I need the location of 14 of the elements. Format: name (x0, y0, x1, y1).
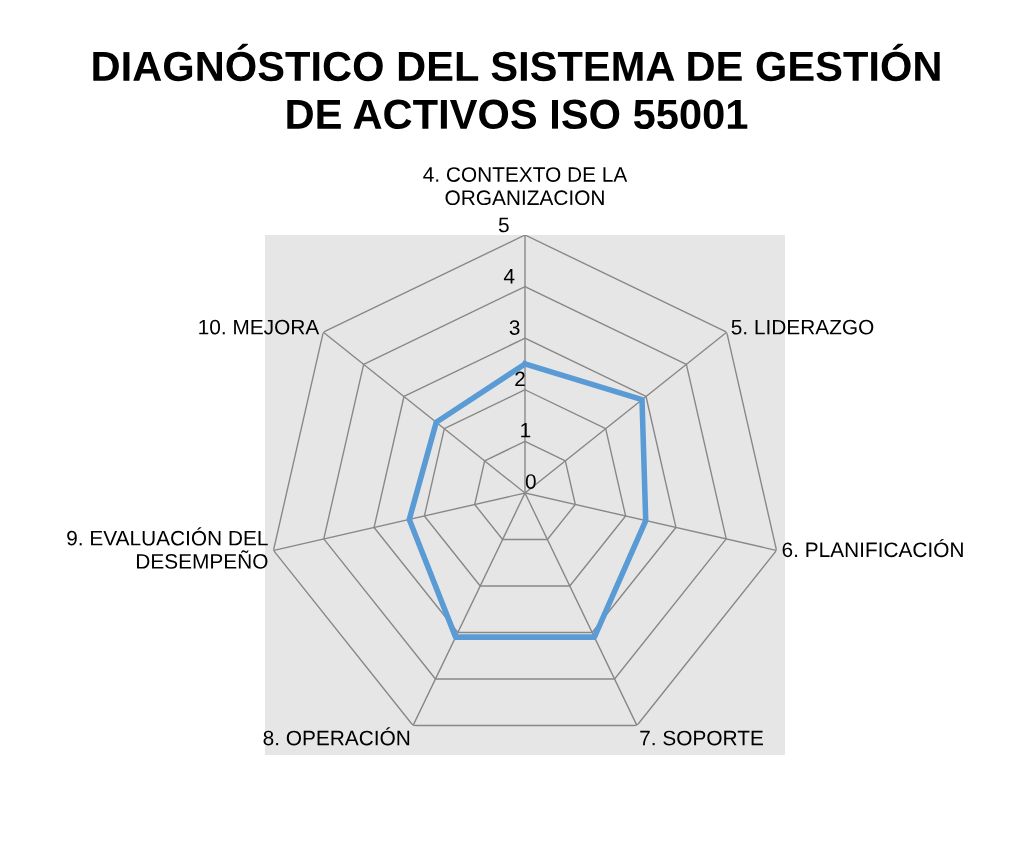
y-tick-label: 2 (515, 371, 525, 387)
spoke-label: 5. LIDERAZGO (731, 319, 874, 335)
y-tick-label: 1 (521, 423, 531, 438)
spoke-label: 9. EVALUACIÓN DEL DESEMPEÑO (67, 527, 268, 569)
spoke-label: 8. OPERACIÓN (263, 727, 410, 746)
y-tick-label: 5 (498, 217, 509, 233)
chart-title: DIAGNÓSTICO DEL SISTEMA DE GESTIÓN DE ACTIVOS ISO 55001 (93, 43, 940, 130)
spoke-label: 6. PLANIFICACIÓN (782, 538, 963, 558)
y-tick-label: 3 (509, 320, 520, 335)
spoke-label: 7. SOPORTE (640, 730, 763, 746)
y-tick-label: 4 (503, 269, 515, 284)
spoke-label: 10. MEJORA (199, 319, 320, 335)
spoke-label: 4. CONTEXTO DE LA ORGANIZACION (423, 167, 628, 206)
y-tick-label: 0 (525, 474, 536, 489)
